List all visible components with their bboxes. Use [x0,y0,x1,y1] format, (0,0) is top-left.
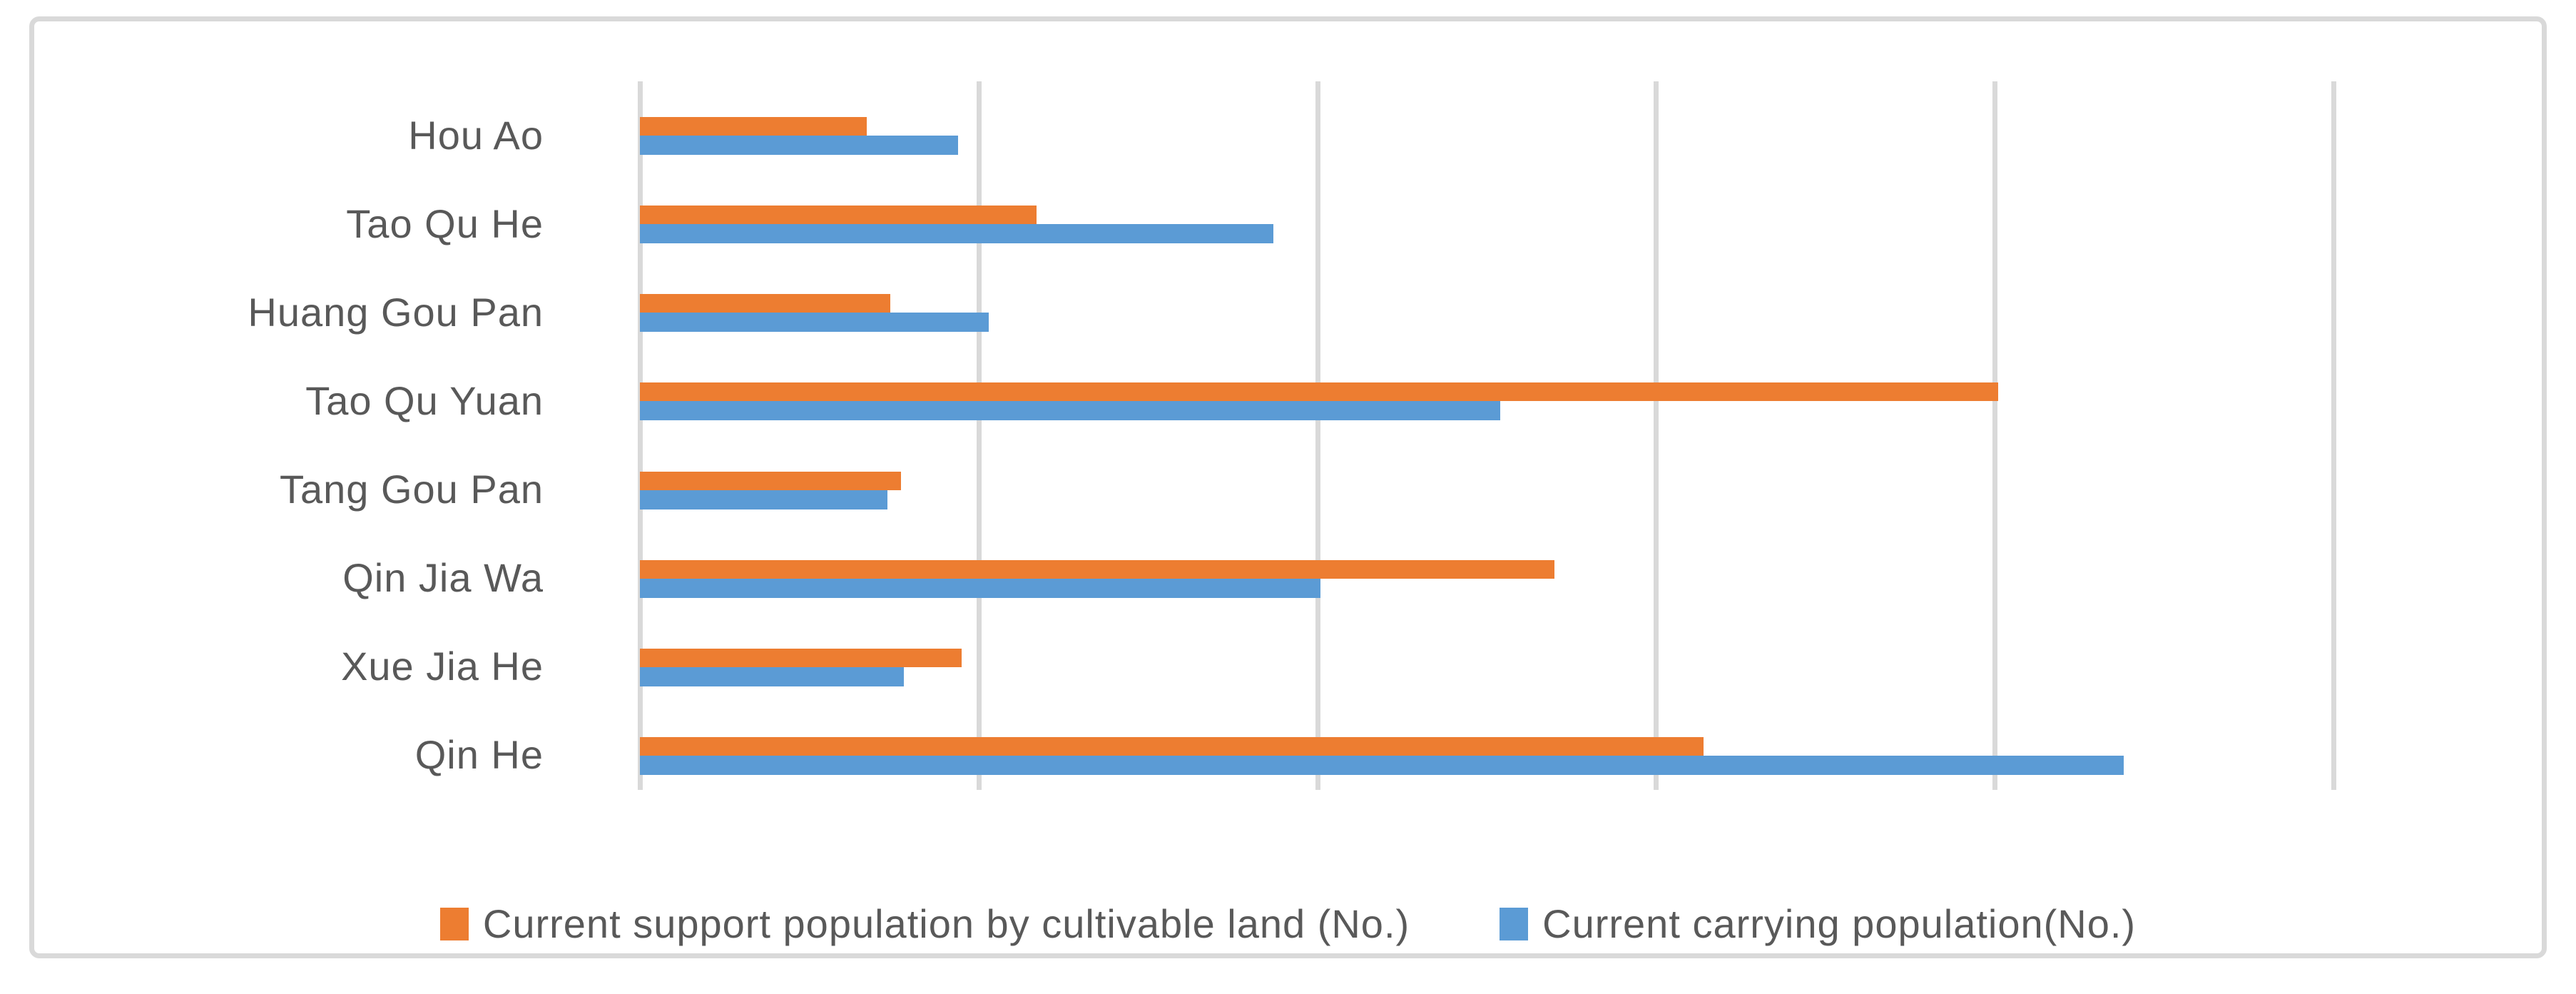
bar-carrying-huang-gou-pan [640,313,989,333]
x-gridline [1654,81,1659,790]
category-label-xue-jia-he: Xue Jia He [341,644,544,689]
category-label-tao-qu-yuan: Tao Qu Yuan [305,378,544,424]
bar-support-tang-gou-pan [640,471,901,490]
legend-swatch-support-icon [439,907,469,940]
category-label-hou-ao: Hou Ao [408,112,544,158]
category-label-qin-he: Qin He [414,732,544,778]
legend-item-support: Current support population by cultivable… [439,901,1410,947]
x-gridline [1315,81,1320,790]
bar-carrying-qin-he [640,755,2124,775]
bar-support-hou-ao [640,117,867,136]
category-label-qin-jia-wa: Qin Jia Wa [342,555,544,601]
bar-support-qin-he [640,736,1704,756]
legend-label-carrying: Current carrying population(No.) [1542,901,2137,946]
bar-support-huang-gou-pan [640,294,891,313]
category-label-huang-gou-pan: Huang Gou Pan [248,289,544,335]
category-axis-line [638,81,643,790]
bar-carrying-hou-ao [640,136,959,155]
x-gridline [976,81,982,790]
legend: Current support population by cultivable… [34,901,2542,947]
plot-area [638,81,2336,790]
legend-item-carrying: Current carrying population(No.) [1500,901,2136,947]
bar-support-tao-qu-yuan [640,382,1998,402]
bar-carrying-tao-qu-yuan [640,401,1500,421]
legend-swatch-carrying-icon [1500,907,1529,940]
legend-label-support: Current support population by cultivable… [482,901,1410,946]
bar-support-tao-qu-he [640,206,1037,225]
x-gridline [1992,81,1998,790]
bar-carrying-qin-jia-wa [640,578,1321,598]
category-label-tao-qu-he: Tao Qu He [346,201,544,246]
bar-carrying-xue-jia-he [640,666,905,686]
category-label-tang-gou-pan: Tang Gou Pan [279,467,544,512]
x-gridline [2331,81,2336,790]
chart-border-frame: Hou Ao Tao Qu He Huang Gou Pan Tao Qu Yuan T… [29,16,2547,958]
bar-support-qin-jia-wa [640,559,1554,579]
bar-support-xue-jia-he [640,648,962,667]
bar-carrying-tao-qu-he [640,224,1273,244]
bar-carrying-tang-gou-pan [640,490,887,509]
